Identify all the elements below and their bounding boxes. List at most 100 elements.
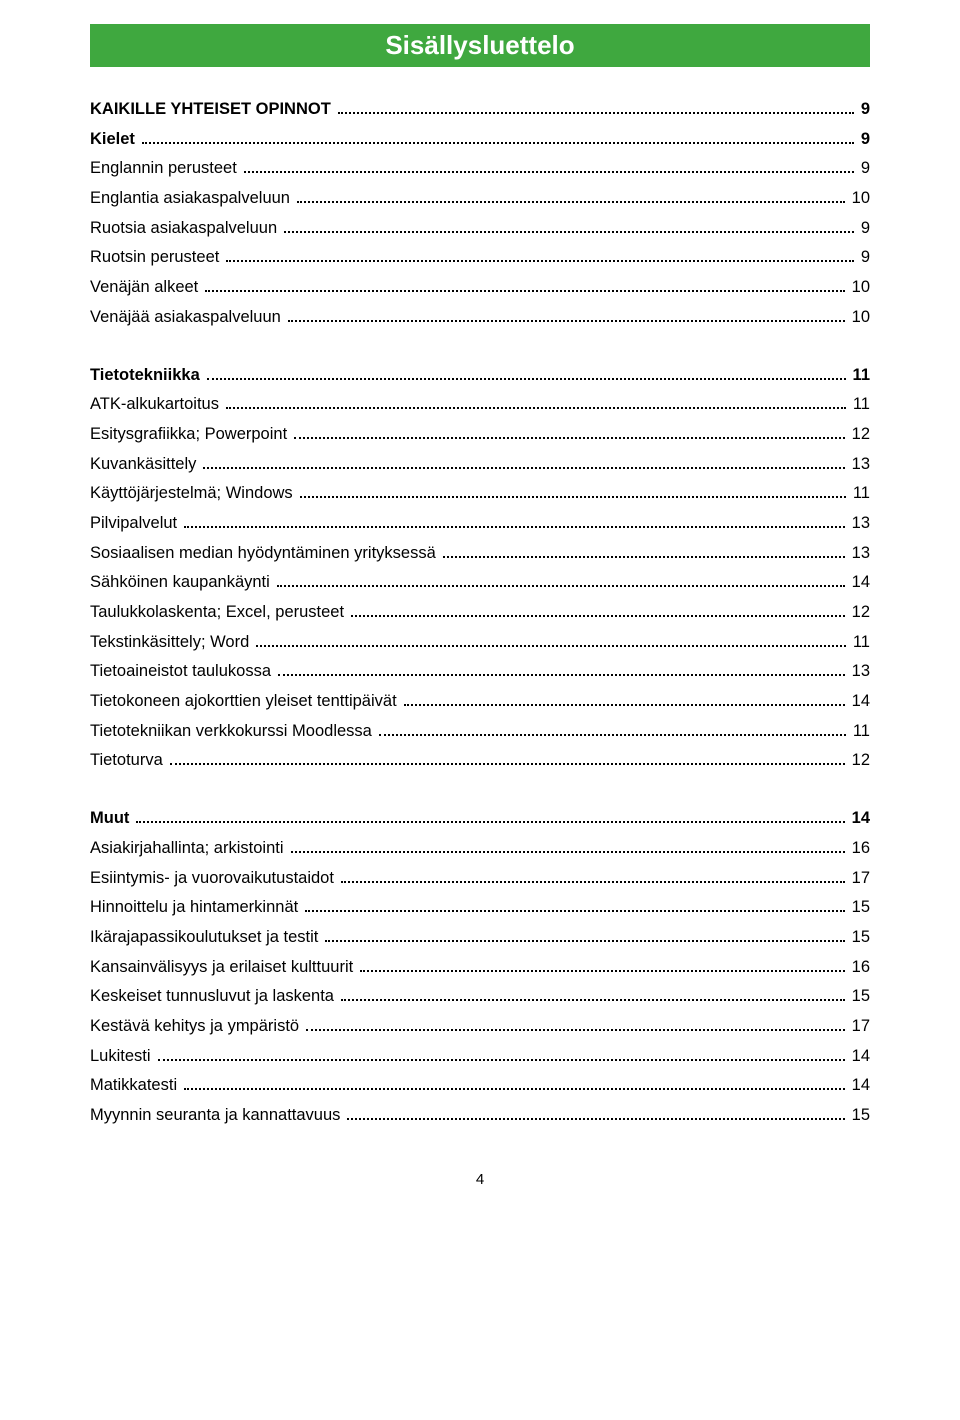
toc-row: Ruotsin perusteet 9 (90, 243, 870, 273)
toc-label: Tietotekniikan verkkokurssi Moodlessa (90, 717, 376, 747)
toc-leader (341, 871, 845, 882)
toc-label: Matikkatesti (90, 1071, 181, 1101)
toc-page-number: 12 (848, 746, 870, 776)
toc-page-number: 11 (849, 717, 870, 747)
document-page: Sisällysluettelo KAIKILLE YHTEISET OPINN… (0, 0, 960, 1228)
toc-label: Pilvipalvelut (90, 509, 181, 539)
toc-label: Venäjää asiakaspalveluun (90, 303, 285, 333)
toc-label: Tekstinkäsittely; Word (90, 628, 253, 658)
toc-leader (443, 547, 845, 558)
toc-label: Esitysgrafiikka; Powerpoint (90, 420, 291, 450)
toc-page-number: 9 (857, 214, 870, 244)
toc-leader (288, 311, 845, 322)
toc-leader (203, 458, 844, 469)
toc-row: Sähköinen kaupankäynti 14 (90, 568, 870, 598)
toc-leader (136, 812, 844, 823)
toc-page-number: 14 (848, 804, 870, 834)
toc-label: Tietoturva (90, 746, 167, 776)
toc-leader (338, 103, 854, 114)
page-title: Sisällysluettelo (385, 30, 574, 60)
toc-leader (294, 428, 844, 439)
toc-page-number: 14 (848, 687, 870, 717)
toc-page-number: 14 (848, 1042, 870, 1072)
toc-label: Kuvankäsittely (90, 450, 200, 480)
toc-page-number: 12 (848, 598, 870, 628)
spacer (90, 333, 870, 361)
toc-leader (277, 576, 845, 587)
toc-leader (158, 1050, 845, 1061)
toc-page-number: 14 (848, 568, 870, 598)
toc-row: Käyttöjärjestelmä; Windows11 (90, 479, 870, 509)
toc-label: Ikärajapassikoulutukset ja testit (90, 923, 322, 953)
toc-label: Sähköinen kaupankäynti (90, 568, 274, 598)
toc-row: Ruotsia asiakaspalveluun9 (90, 214, 870, 244)
toc-page-number: 16 (848, 834, 870, 864)
toc-page-number: 10 (848, 184, 870, 214)
toc-page-number: 13 (848, 657, 870, 687)
toc-leader (341, 990, 845, 1001)
toc-label: Muut (90, 804, 133, 834)
toc-label: Käyttöjärjestelmä; Windows (90, 479, 297, 509)
toc-leader (325, 931, 844, 942)
toc-page-number: 13 (848, 539, 870, 569)
toc-row: Hinnoittelu ja hintamerkinnät15 (90, 893, 870, 923)
toc-page-number: 9 (857, 243, 870, 273)
toc-leader (184, 1079, 845, 1090)
toc-page-number: 9 (857, 154, 870, 184)
toc-page-number: 11 (849, 390, 870, 420)
toc-label: ATK-alkukartoitus (90, 390, 223, 420)
toc-page-number: 14 (848, 1071, 870, 1101)
toc-leader (226, 251, 853, 262)
toc-label: Tietokoneen ajokorttien yleiset tenttipä… (90, 687, 401, 717)
toc-row: Tietokoneen ajokorttien yleiset tenttipä… (90, 687, 870, 717)
toc-leader (306, 1020, 845, 1031)
toc-label: Taulukkolaskenta; Excel, perusteet (90, 598, 348, 628)
toc-page-number: 15 (848, 982, 870, 1012)
toc-leader (300, 487, 846, 498)
toc-leader (347, 1109, 844, 1120)
toc-row: Tekstinkäsittely; Word 11 (90, 628, 870, 658)
toc-row: Kuvankäsittely13 (90, 450, 870, 480)
toc-label: Kielet (90, 125, 139, 155)
footer-page-number: 4 (90, 1171, 870, 1188)
toc-page-number: 11 (849, 628, 870, 658)
toc-leader (184, 517, 845, 528)
toc-page-number: 9 (857, 95, 870, 125)
toc-label: Lukitesti (90, 1042, 155, 1072)
toc-row: Tietoaineistot taulukossa13 (90, 657, 870, 687)
toc-label: Kansainvälisyys ja erilaiset kulttuurit (90, 953, 357, 983)
toc-row: Lukitesti 14 (90, 1042, 870, 1072)
toc-leader (256, 636, 846, 647)
toc-leader (291, 842, 845, 853)
toc-leader (170, 754, 845, 765)
toc-leader (142, 133, 854, 144)
toc-leader (297, 192, 845, 203)
toc-row: Tietotekniikan verkkokurssi Moodlessa 11 (90, 717, 870, 747)
toc-row: ATK-alkukartoitus 11 (90, 390, 870, 420)
toc-row: Sosiaalisen median hyödyntäminen yrityks… (90, 539, 870, 569)
toc-group-2: Tietotekniikka11ATK-alkukartoitus11Esity… (90, 361, 870, 777)
toc-row: Esitysgrafiikka; Powerpoint12 (90, 420, 870, 450)
toc-row: Ikärajapassikoulutukset ja testit15 (90, 923, 870, 953)
toc-label: Esiintymis- ja vuorovaikutustaidot (90, 864, 338, 894)
toc-page-number: 16 (848, 953, 870, 983)
toc-row: Matikkatesti 14 (90, 1071, 870, 1101)
toc-leader (284, 222, 854, 233)
toc-page-number: 10 (848, 273, 870, 303)
toc-page-number: 17 (848, 864, 870, 894)
toc-label: Ruotsin perusteet (90, 243, 223, 273)
toc-leader (244, 162, 854, 173)
toc-label: Englannin perusteet (90, 154, 241, 184)
toc-label: Hinnoittelu ja hintamerkinnät (90, 893, 302, 923)
spacer (90, 776, 870, 804)
toc-row: Tietotekniikka11 (90, 361, 870, 391)
toc-label: Venäjän alkeet (90, 273, 202, 303)
toc-row: Kansainvälisyys ja erilaiset kulttuurit 1… (90, 953, 870, 983)
toc-leader (360, 961, 844, 972)
toc-label: Tietotekniikka (90, 361, 204, 391)
toc-row: Tietoturva 12 (90, 746, 870, 776)
title-bar: Sisällysluettelo (90, 24, 870, 67)
toc-row: Muut 14 (90, 804, 870, 834)
toc-page-number: 17 (848, 1012, 870, 1042)
toc-row: Keskeiset tunnusluvut ja laskenta15 (90, 982, 870, 1012)
